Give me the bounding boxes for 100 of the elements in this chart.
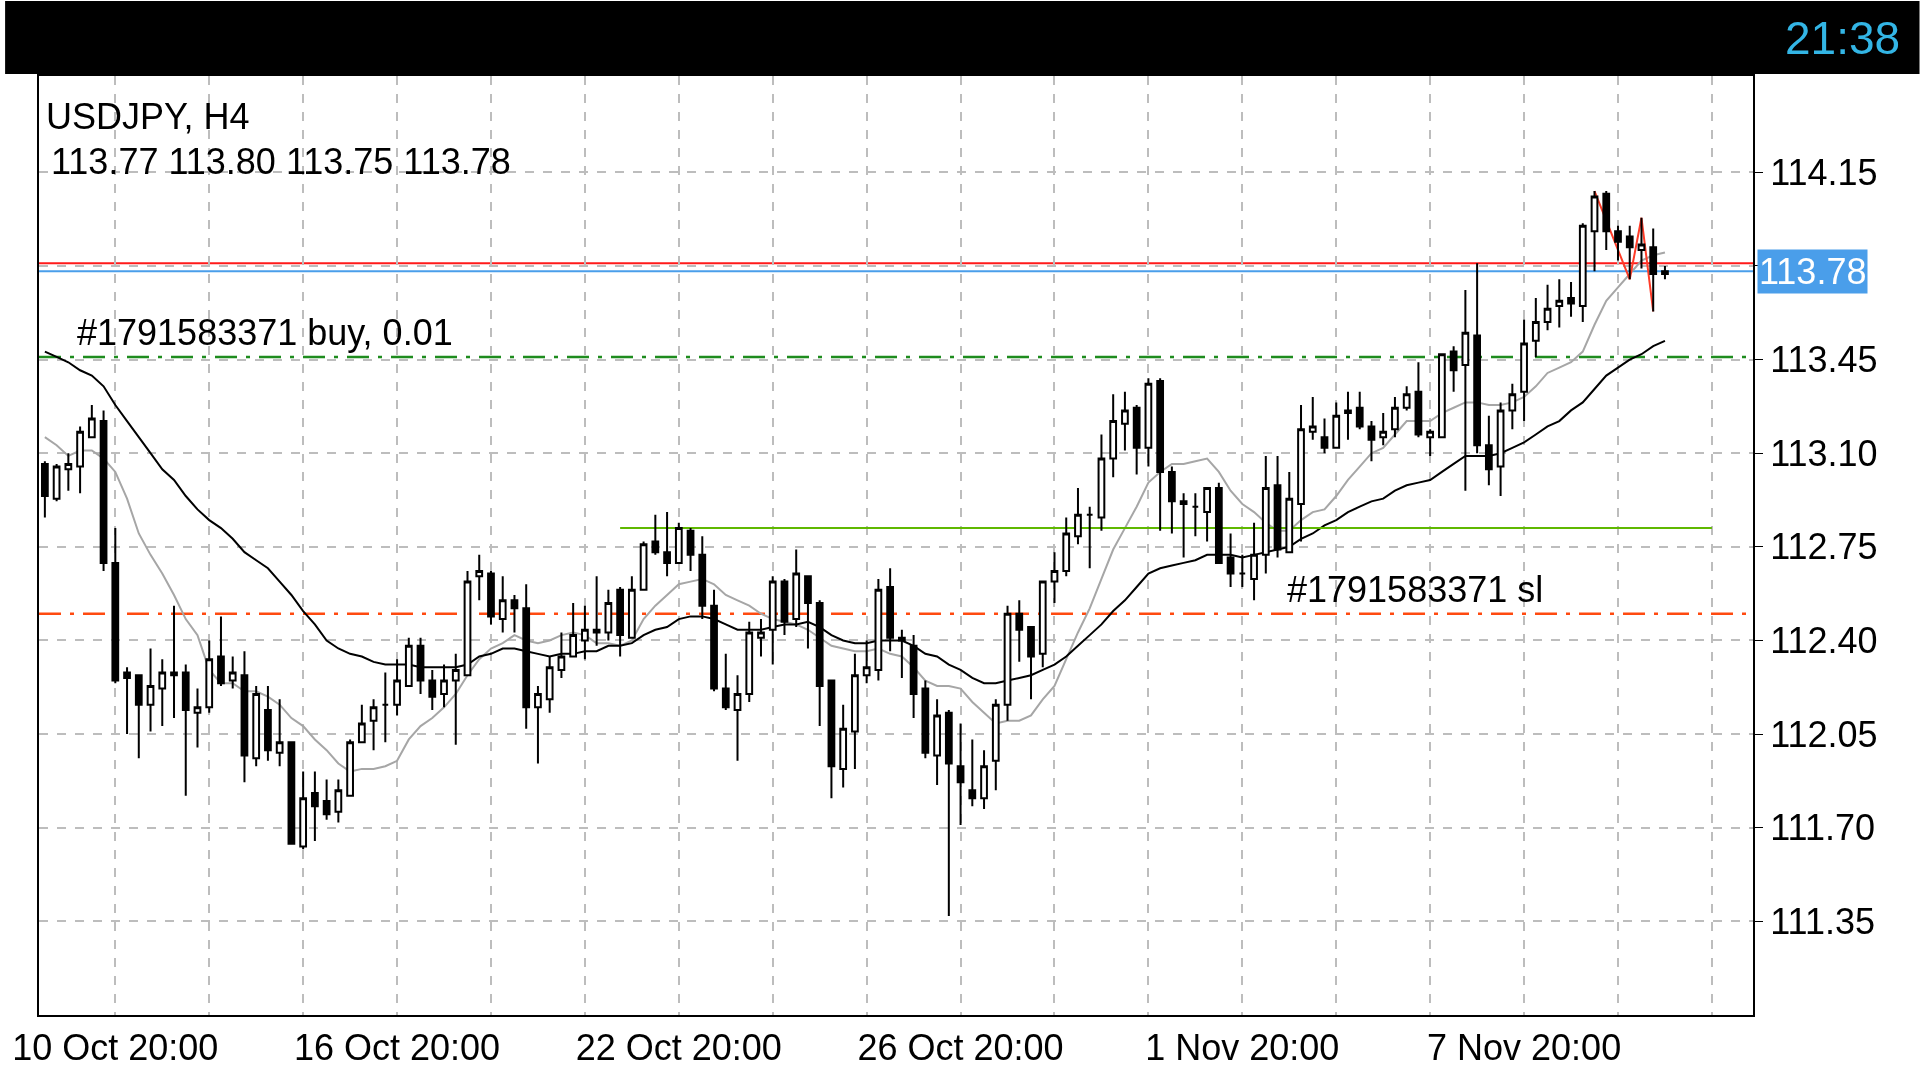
candlestick (1355, 390, 1364, 431)
candlestick (1109, 393, 1118, 479)
candlestick (757, 618, 765, 658)
candlestick (1614, 224, 1622, 262)
candlestick (1367, 420, 1376, 463)
x-tick-label: 10 Oct 20:00 (12, 1027, 219, 1069)
candlestick (698, 535, 707, 621)
candlestick (428, 668, 437, 712)
candlestick (1402, 385, 1411, 412)
candlestick (851, 652, 859, 770)
candlestick (146, 647, 155, 733)
candlestick (1379, 412, 1388, 447)
candlestick (1520, 318, 1528, 423)
candlestick (674, 521, 683, 564)
candlestick (1344, 390, 1352, 441)
candlestick (1261, 454, 1270, 575)
candlestick (944, 709, 953, 918)
candlestick (498, 575, 507, 634)
candlestick (1567, 280, 1575, 318)
candlestick (1543, 283, 1552, 332)
candlestick (1250, 521, 1258, 602)
candlestick (1391, 396, 1399, 439)
candlestick (921, 679, 930, 760)
candlestick (886, 567, 895, 653)
candlestick (804, 575, 812, 650)
candlestick (1156, 377, 1165, 532)
candlestick (510, 593, 519, 634)
y-tick-label: 112.05 (1770, 713, 1878, 755)
candlestick (1203, 486, 1211, 543)
candlestick (181, 663, 190, 797)
candlestick (1484, 414, 1493, 487)
candlestick (1578, 222, 1587, 324)
candlestick (357, 703, 366, 744)
candlestick (1097, 433, 1106, 532)
candlestick (170, 604, 178, 720)
candlestick (463, 569, 472, 677)
line-series (43, 251, 1666, 773)
candlestick (134, 674, 143, 760)
candlestick (569, 602, 578, 658)
candlestick (780, 577, 789, 637)
x-tick-label: 22 Oct 20:00 (575, 1027, 782, 1069)
candlestick (252, 684, 261, 768)
candlestick (733, 674, 742, 762)
candlestick (1449, 345, 1458, 393)
candlestick (1191, 492, 1200, 538)
candlestick (1226, 532, 1235, 588)
y-tick-label: 113.45 (1770, 339, 1878, 381)
candlestick (1473, 262, 1481, 455)
candlestick (52, 462, 61, 503)
ref-line-label: #1791583371 buy, 0.01 (77, 312, 453, 353)
candlestick (1038, 580, 1047, 669)
candlestick (1637, 216, 1646, 270)
candlestick (1496, 401, 1505, 498)
candlestick (1590, 190, 1599, 273)
candlestick (627, 575, 636, 639)
candlestick (1144, 377, 1153, 468)
candlestick (956, 722, 965, 827)
candlestick (99, 409, 108, 572)
candlestick (240, 650, 249, 784)
candlestick (651, 513, 660, 556)
candlestick (968, 738, 977, 808)
candlestick (1649, 227, 1658, 313)
candlestick (40, 460, 49, 519)
text: 113.77 113.80 113.75 113.78 (51, 141, 511, 182)
candlestick (686, 527, 695, 572)
x-tick-label: 1 Nov 20:00 (1145, 1027, 1340, 1069)
candlestick (264, 684, 272, 762)
candlestick (76, 425, 84, 495)
candlestick (1555, 278, 1564, 329)
y-tick-label: 111.35 (1770, 900, 1875, 942)
candlestick (1414, 361, 1423, 439)
candlestick (1285, 470, 1294, 554)
candlestick (592, 575, 601, 647)
candlestick (346, 738, 354, 797)
candlestick (1625, 224, 1634, 281)
candlestick (299, 770, 308, 851)
candlestick (1438, 353, 1446, 439)
candlestick (158, 658, 167, 728)
candlestick (721, 652, 730, 712)
candlestick (604, 588, 613, 642)
candlestick (991, 698, 1000, 792)
candlestick (839, 703, 848, 789)
candlestick (228, 655, 237, 690)
candlestick (275, 698, 284, 768)
candlestick (381, 671, 390, 744)
y-tick-label: 112.75 (1770, 526, 1878, 568)
y-tick-label: 112.40 (1770, 620, 1878, 662)
candlestick (663, 511, 671, 578)
candlestick (1297, 404, 1305, 543)
candlestick (87, 404, 96, 439)
candlestick (980, 749, 988, 811)
candlestick (1602, 190, 1611, 251)
candlestick (1121, 390, 1129, 452)
candlestick (557, 631, 566, 679)
text: USDJPY, H4 (46, 95, 250, 137)
x-tick-label: 7 Nov 20:00 (1427, 1027, 1622, 1069)
candlestick (534, 684, 542, 765)
candlestick (217, 615, 225, 687)
candlestick (334, 778, 343, 824)
candlestick (616, 585, 624, 658)
